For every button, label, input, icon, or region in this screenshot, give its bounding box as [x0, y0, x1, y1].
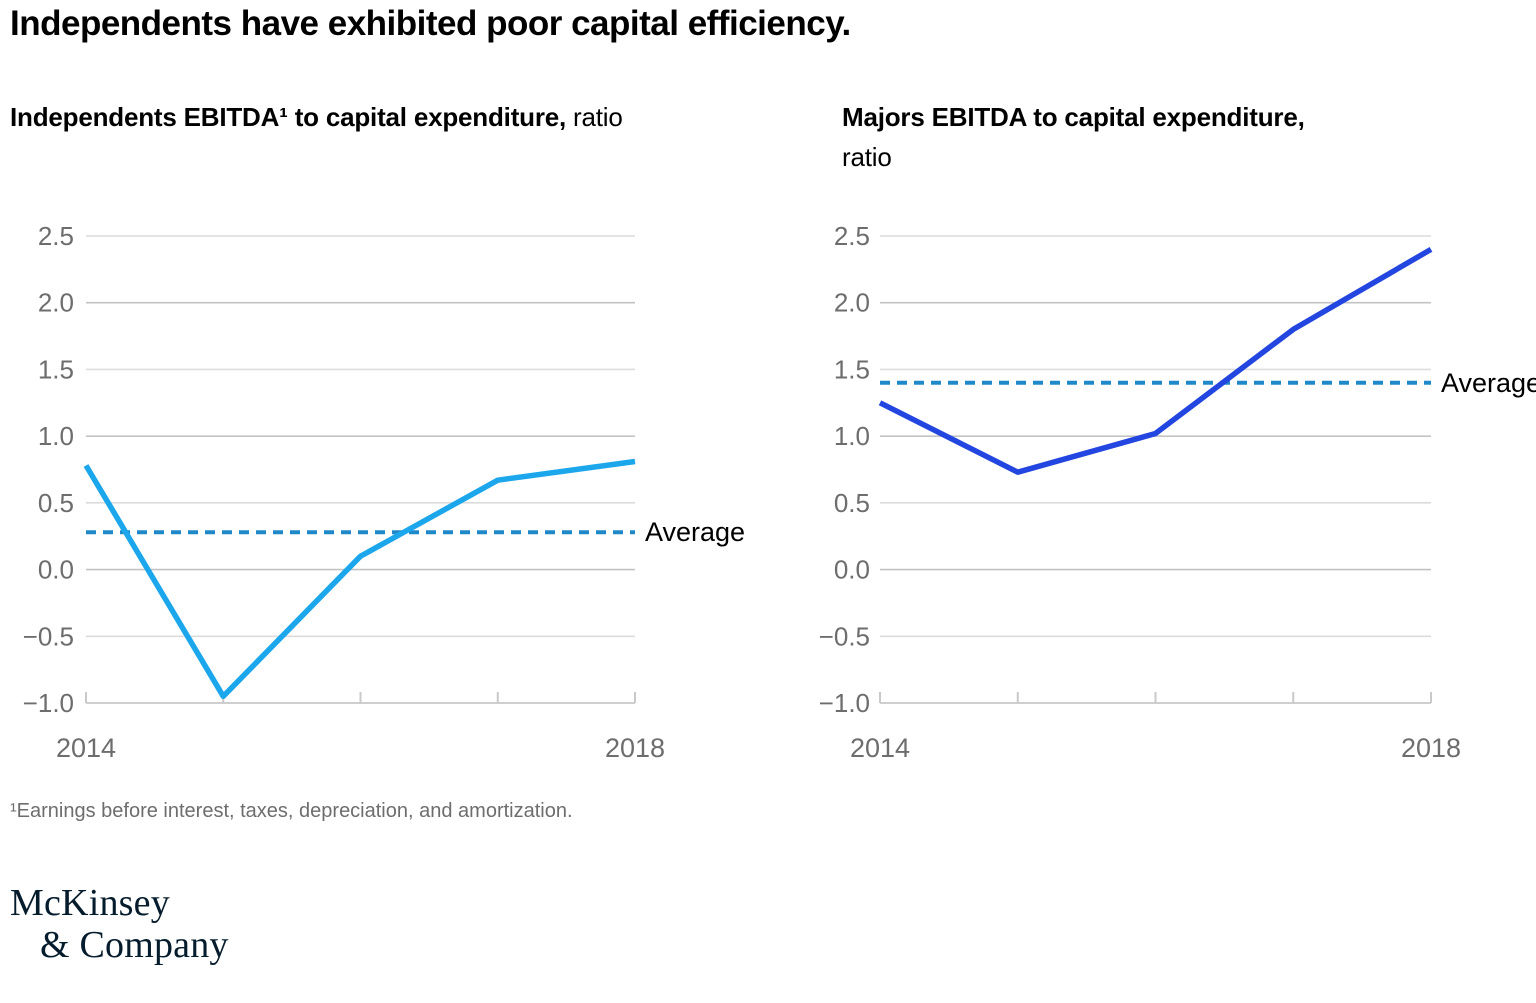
y-tick-label: 1.0 [38, 421, 74, 451]
y-tick-label: 2.0 [834, 288, 870, 318]
y-tick-label: 0.0 [834, 555, 870, 585]
majors-chart-title: Majors EBITDA to capital expenditure, rat… [842, 97, 1536, 177]
page-title: Independents have exhibited poor capital… [10, 4, 851, 43]
independents-series-line [83, 458, 636, 700]
y-tick-label: −0.5 [23, 621, 74, 651]
y-axis-labels: 2.5 2.0 1.5 1.0 0.5 0.0 −0.5 −1.0 [23, 221, 74, 718]
y-axis-labels: 2.5 2.0 1.5 1.0 0.5 0.0 −0.5 −1.0 [819, 221, 870, 718]
logo-line-2: & Company [40, 924, 229, 966]
x-tick-label: 2018 [605, 733, 665, 763]
y-tick-label: 0.0 [38, 555, 74, 585]
gridlines [880, 235, 1431, 705]
x-axis-ticks [879, 692, 1432, 704]
average-label: Average [645, 517, 745, 547]
footnote: ¹Earnings before interest, taxes, deprec… [10, 800, 573, 822]
x-tick-label: 2014 [850, 733, 910, 763]
gridlines [86, 235, 635, 705]
x-tick-label: 2018 [1401, 733, 1461, 763]
independents-chart-title-bold: Independents EBITDA¹ to capital expendit… [10, 102, 567, 132]
y-tick-label: 1.0 [834, 421, 870, 451]
y-tick-label: 0.5 [834, 488, 870, 518]
y-tick-label: −1.0 [819, 688, 870, 718]
y-tick-label: −0.5 [819, 621, 870, 651]
y-tick-label: 1.5 [38, 354, 74, 384]
majors-chart-title-unit: ratio [842, 142, 892, 172]
y-tick-label: 2.0 [38, 288, 74, 318]
majors-series-line [878, 246, 1433, 475]
majors-chart-title-bold: Majors EBITDA to capital expenditure, [842, 102, 1305, 132]
y-tick-label: 2.5 [834, 221, 870, 251]
y-tick-label: 1.5 [834, 354, 870, 384]
y-tick-label: −1.0 [23, 688, 74, 718]
x-axis-labels: 2014 2018 [850, 733, 1461, 763]
x-tick-label: 2014 [56, 733, 116, 763]
logo-line-1: McKinsey [10, 882, 170, 924]
independents-chart-title-unit: ratio [573, 102, 623, 132]
independents-chart-title: Independents EBITDA¹ to capital expendit… [10, 97, 790, 137]
average-label: Average [1441, 368, 1536, 398]
x-axis-labels: 2014 2018 [56, 733, 665, 763]
y-tick-label: 2.5 [38, 221, 74, 251]
mckinsey-logo: McKinsey & Company [10, 882, 229, 966]
y-tick-label: 0.5 [38, 488, 74, 518]
x-axis-ticks [85, 692, 636, 704]
